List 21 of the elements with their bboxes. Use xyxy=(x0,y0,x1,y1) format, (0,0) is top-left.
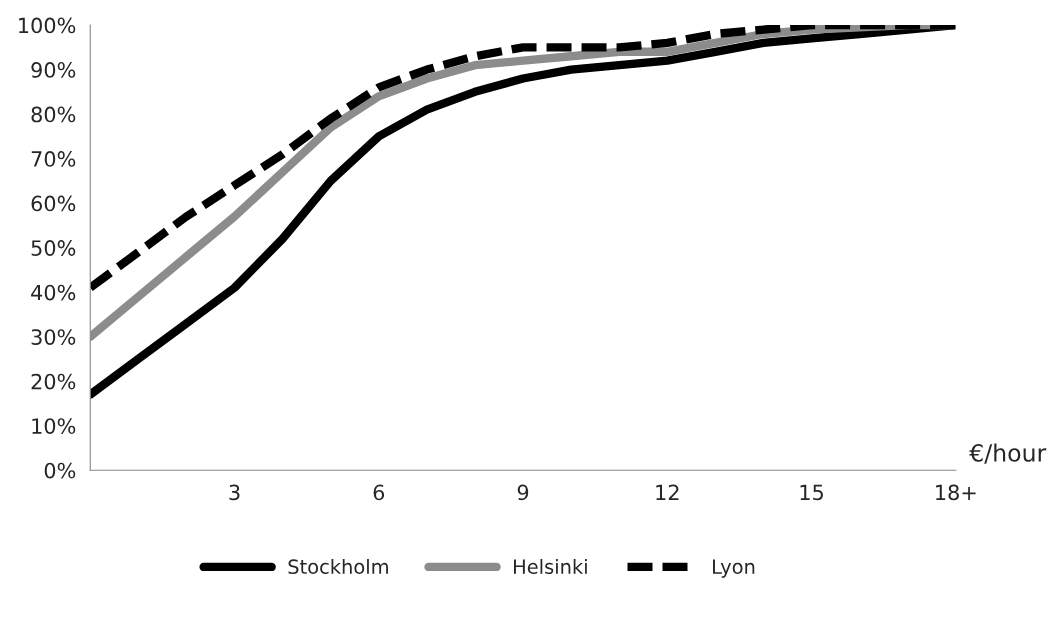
y-tick-label: 0% xyxy=(44,462,76,479)
legend-label: Lyon xyxy=(713,559,755,578)
legend-label: Helsinki xyxy=(514,558,587,575)
y-tick-label: 50% xyxy=(31,240,76,256)
y-tick-label: 80% xyxy=(31,106,76,123)
x-tick-label: 6 xyxy=(373,484,385,501)
y-tick-label: 30% xyxy=(31,329,76,345)
x-tick-label: 12 xyxy=(656,484,679,500)
y-tick-label: 60% xyxy=(31,195,76,212)
y-tick-label: 100% xyxy=(19,17,76,34)
y-tick-label: 90% xyxy=(31,62,76,78)
y-tick-label: 20% xyxy=(31,373,76,390)
x-axis-title: €/hour xyxy=(969,443,1047,464)
legend-label: Stockholm xyxy=(288,558,388,575)
y-tick-label: 40% xyxy=(31,284,76,301)
y-tick-label: 70% xyxy=(31,151,76,167)
x-tick-label: 15 xyxy=(800,484,823,501)
x-tick-label: 9 xyxy=(517,484,529,501)
y-tick-label: 10% xyxy=(32,418,76,434)
x-tick-label: 3 xyxy=(229,484,240,501)
x-tick-label: 18+ xyxy=(936,484,976,501)
